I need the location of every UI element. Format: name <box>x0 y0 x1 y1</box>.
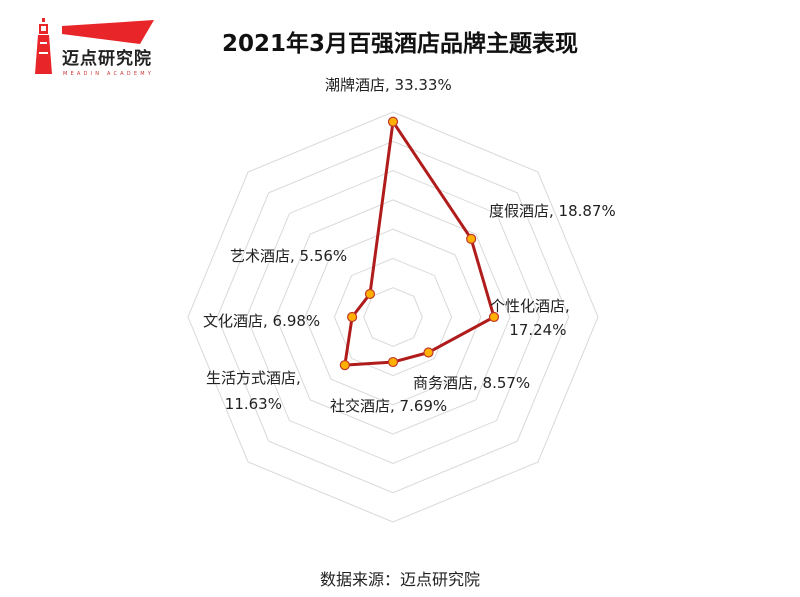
data-point-marker <box>423 347 434 358</box>
data-label-dujia: 度假酒店, 18.87% <box>489 202 616 220</box>
data-label-shenghuo: 生活方式酒店, 11.63% <box>206 368 301 414</box>
data-label-shenghuo-value: 11.63% <box>224 395 282 413</box>
data-label-gexinghua: 个性化酒店, 17.24% <box>490 296 570 340</box>
data-point-marker <box>488 311 500 323</box>
data-label-shangwu: 商务酒店, 8.57% <box>413 374 531 392</box>
chart-title: 2021年3月百强酒店品牌主题表现 <box>221 31 579 57</box>
grid-ring <box>363 287 423 347</box>
data-point-marker <box>466 233 477 244</box>
grid-ring <box>187 111 599 523</box>
data-label-gexinghua-value: 17.24% <box>509 321 567 339</box>
data-label-shejiao: 社交酒店, 7.69% <box>330 397 448 415</box>
data-label-gexinghua-name: 个性化酒店, <box>490 297 570 315</box>
logo-subtext: MEADIN ACADEMY <box>63 71 154 77</box>
grid-ring <box>216 140 570 494</box>
data-point-marker <box>387 116 399 127</box>
grid-ring <box>304 228 482 406</box>
lighthouse-logo-icon <box>35 18 154 74</box>
data-point-marker <box>387 356 399 368</box>
logo-text: 迈点研究院 <box>62 49 152 69</box>
grid-ring <box>275 199 511 435</box>
data-point-marker <box>347 311 358 323</box>
data-label-wenhua: 文化酒店, 6.98% <box>203 312 321 330</box>
data-label-yishu: 艺术酒店, 5.56% <box>230 247 348 265</box>
data-label-shenghuo-name: 生活方式酒店, <box>206 369 301 387</box>
data-point-marker <box>364 288 376 300</box>
logo: 迈点研究院 MEADIN ACADEMY <box>30 14 160 80</box>
data-label-chaopai: 潮牌酒店, 33.33% <box>325 76 452 94</box>
grid-ring <box>333 257 453 377</box>
data-source: 数据来源：迈点研究院 <box>319 570 480 589</box>
grid-ring <box>246 170 540 464</box>
data-point-marker <box>339 360 350 371</box>
